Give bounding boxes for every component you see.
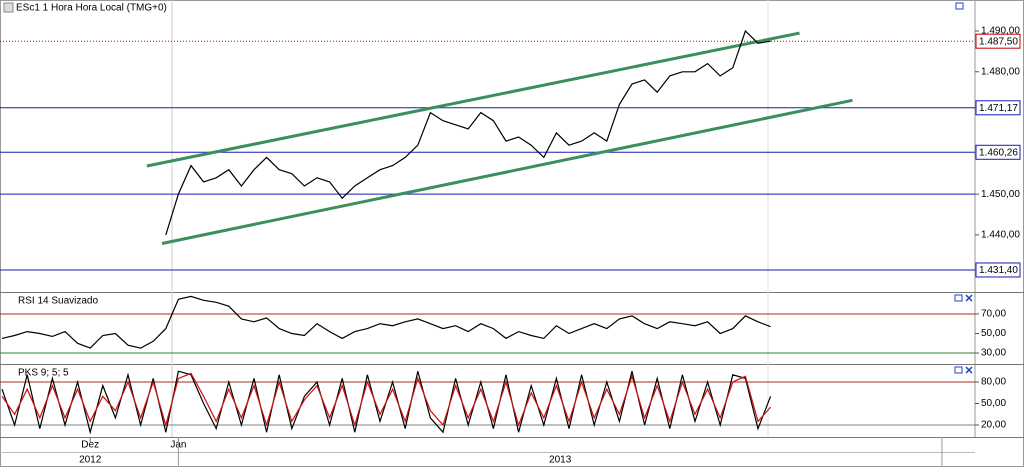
y-tick-label: 70,00: [981, 309, 1006, 320]
data-line: [1, 295, 771, 349]
y-tick-label: 30,00: [981, 348, 1006, 359]
y-tick-label: 1.480,00: [981, 66, 1020, 77]
y-tick-label: 1.450,00: [981, 189, 1020, 200]
trend-line: [146, 31, 800, 168]
level-label-box: [975, 33, 1021, 49]
window-button[interactable]: [955, 2, 964, 10]
data-line: [165, 29, 771, 236]
x-tick-label: Dez: [81, 440, 99, 451]
level-label: 1.460,26: [979, 147, 1018, 158]
level-label-box: [975, 262, 1021, 278]
level-label-box: [975, 144, 1021, 160]
symbol-icon: [3, 2, 14, 13]
trend-line: [161, 98, 853, 245]
close-button[interactable]: [965, 294, 973, 374]
y-tick-label: 50,00: [981, 328, 1006, 339]
level-label: 1.471,17: [979, 103, 1018, 114]
window-button[interactable]: [954, 294, 963, 302]
level-label: 1.487,50: [979, 36, 1018, 47]
year-label: 2013: [549, 455, 572, 466]
window-button[interactable]: [954, 366, 963, 374]
pane-title: PKS 9; 5; 5: [18, 368, 69, 379]
pane-title: ESc1 1 Hora Hora Local (TMG+0): [16, 3, 167, 14]
pane-title: RSI 14 Suavizado: [18, 296, 98, 307]
y-tick-label: 1.490,00: [981, 26, 1020, 37]
level-label-box: [975, 100, 1021, 116]
level-label: 1.431,40: [979, 265, 1018, 276]
data-line: [1, 372, 772, 428]
year-label: 2012: [79, 455, 102, 466]
y-tick-label: 80,00: [981, 377, 1006, 388]
y-tick-label: 1.440,00: [981, 230, 1020, 241]
y-tick-label: 20,00: [981, 420, 1006, 431]
y-tick-label: 50,00: [981, 398, 1006, 409]
